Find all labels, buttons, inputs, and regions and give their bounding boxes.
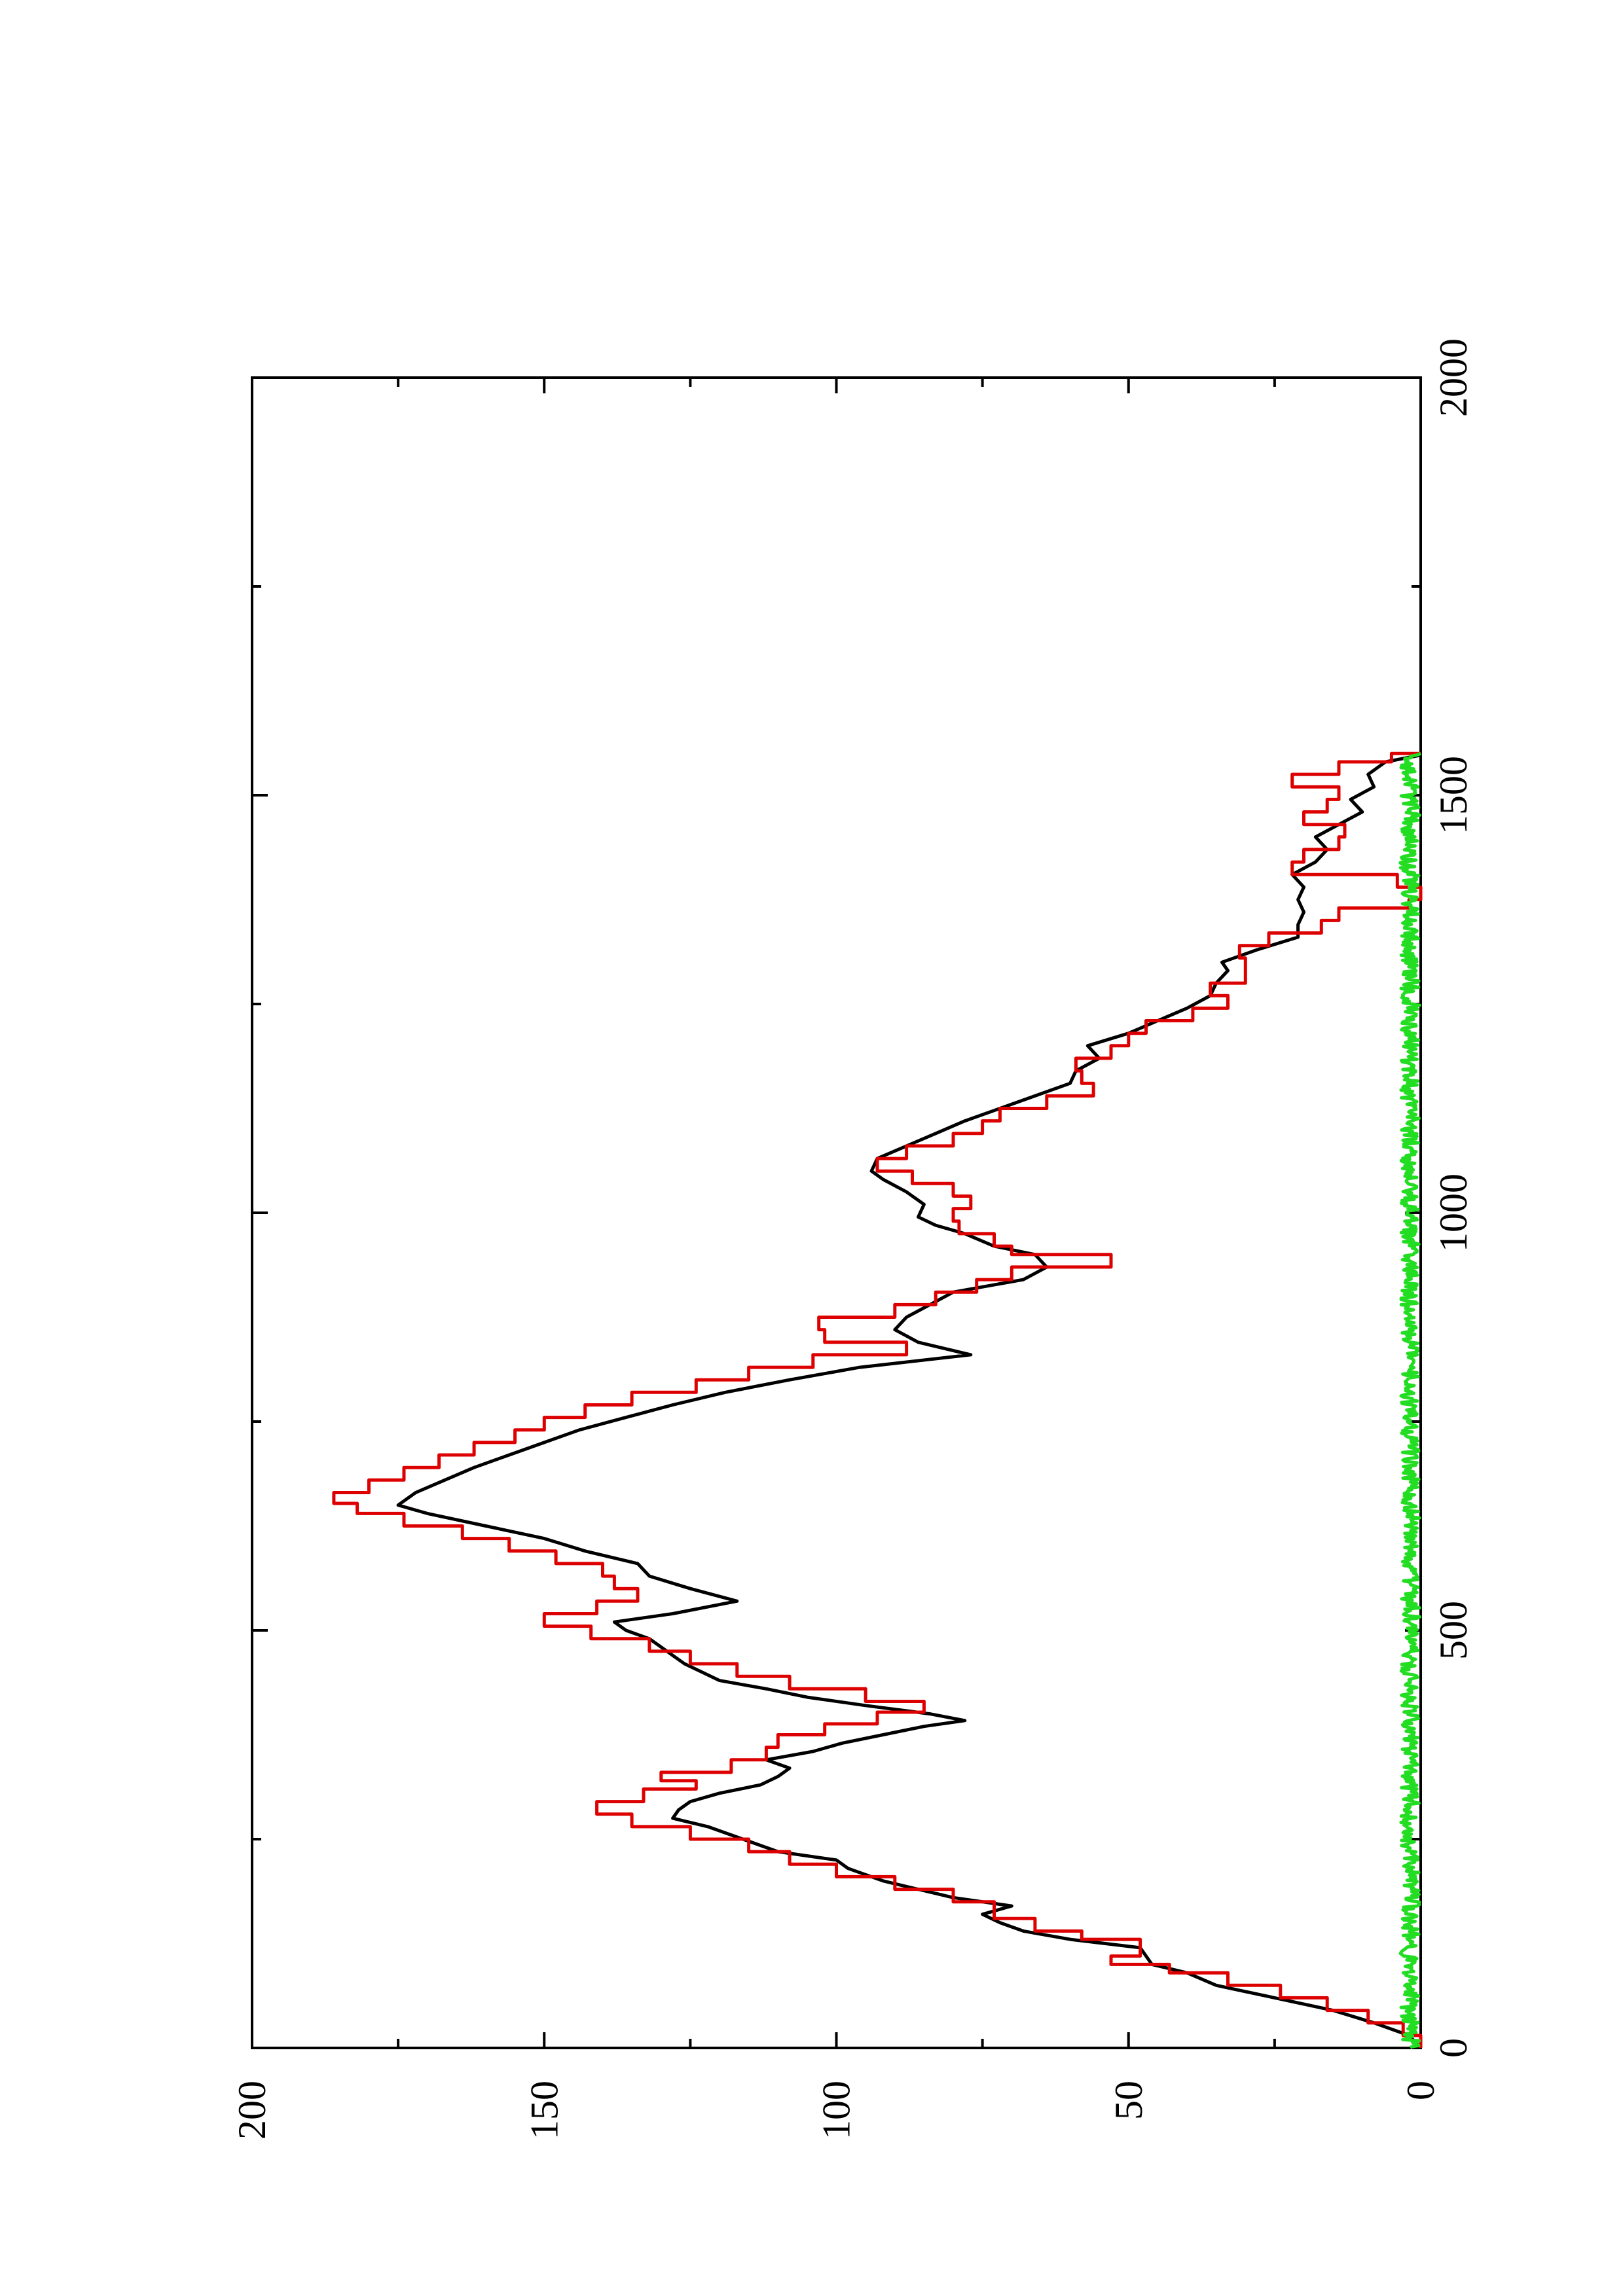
axis-tick-labels: 0 500 1000 1500 2000 0 50 100 150 200 bbox=[230, 338, 1475, 2140]
y-tick-label: 200 bbox=[230, 2081, 274, 2140]
y-tick-label: 0 bbox=[1399, 2081, 1442, 2100]
series-black-line bbox=[396, 753, 1422, 2049]
x-tick-label: 0 bbox=[1432, 2038, 1475, 2058]
series-layer bbox=[332, 751, 1423, 2049]
series-green-line bbox=[1398, 751, 1422, 2049]
x-tick-label: 1000 bbox=[1432, 1174, 1475, 1252]
x-tick-label: 500 bbox=[1432, 1601, 1475, 1660]
y-tick-label: 150 bbox=[522, 2081, 566, 2140]
y-tick-label: 100 bbox=[815, 2081, 858, 2140]
x-tick-label: 2000 bbox=[1432, 338, 1475, 417]
plot-frame bbox=[251, 376, 1422, 2049]
x-tick-label: 1500 bbox=[1432, 756, 1475, 834]
y-tick-label: 50 bbox=[1107, 2081, 1150, 2120]
series-red-line bbox=[332, 751, 1423, 2048]
axis-ticks bbox=[251, 376, 1422, 2049]
